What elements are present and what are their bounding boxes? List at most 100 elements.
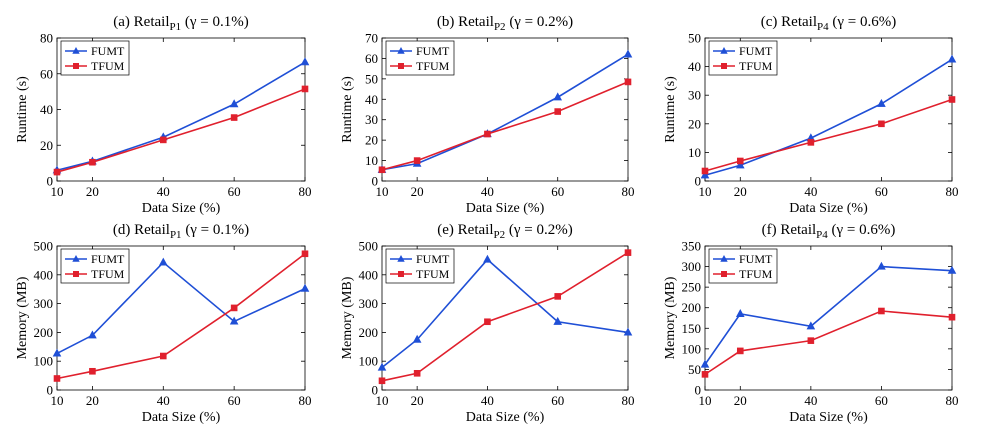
x-tick-label: 80 [299,184,312,199]
legend-marker-triangle [397,47,405,54]
y-tick-label: 60 [40,66,53,81]
chart-title-suffix: (γ = 0.1%) [181,14,249,30]
chart-panel-b: (b) RetailP2 (γ = 0.2%)10 20 40 60 800102030… [340,14,635,216]
plot-frame [704,37,953,182]
y-tick-label: 200 [359,325,379,340]
chart-title-prefix: (e) Retail [437,222,493,238]
legend-marker-square [73,63,79,69]
chart-title-suffix: (γ = 0.6%) [828,222,896,238]
x-tick-label: 20 [734,184,747,199]
x-tick-label: 10 [51,393,64,408]
series-tfum [701,96,956,175]
y-tick-label: 30 [688,88,701,103]
y-tick-label: 20 [40,138,53,153]
data-point-square [159,136,167,144]
series-tfum [378,78,632,174]
x-tick-label: 20 [411,184,424,199]
y-tick-label: 70 [365,31,378,46]
y-axis-label: Runtime (s) [340,76,355,143]
chart-title-subscript: P4 [816,229,828,241]
legend-label: FUMT [91,44,125,58]
data-point-triangle [88,330,97,339]
chart-title-prefix: (b) Retail [437,14,494,30]
data-point-triangle [947,54,957,63]
chart-title-subscript: P2 [494,21,506,33]
data-point-square [378,166,386,174]
y-tick-label: 400 [34,267,54,282]
legend-label: FUMT [739,252,773,266]
series-line [56,61,306,172]
legend-marker-triangle [720,47,728,54]
y-axis-label: Memory (MB) [340,276,355,359]
x-tick-label: 80 [622,184,635,199]
y-tick-label: 30 [365,112,378,127]
x-tick-label: 10 [699,184,712,199]
data-point-triangle [947,265,957,274]
chart-title: (e) RetailP2 (γ = 0.2%) [437,222,572,241]
x-axis-label: Data Size (%) [142,410,221,425]
data-point-square [230,304,238,312]
y-tick-label: 40 [365,92,378,107]
data-point-triangle [735,309,745,317]
series-line [704,310,953,376]
legend-marker-triangle [72,47,80,54]
chart-title: (c) RetailP4 (γ = 0.6%) [761,14,896,33]
chart-panel-a: (a) RetailP1 (γ = 0.1%) 10 20 40 60 80 0 20 40 60… [15,14,312,216]
data-point-square [554,108,562,115]
x-axis-label: Data Size (%) [142,201,221,216]
data-point-triangle [300,57,310,66]
data-point-triangle [623,49,633,58]
plot-frame [381,245,629,391]
data-point-square [301,250,309,258]
series-tfum [53,250,309,382]
y-tick-label: 250 [682,280,702,295]
chart-title-suffix: (γ = 0.2%) [505,222,573,238]
legend-label: TFUM [416,267,450,281]
y-tick-label: 60 [365,51,378,66]
y-tick-label: 40 [40,102,53,117]
y-tick-label: 0 [372,174,379,189]
chart-title-suffix: (γ = 0.6%) [829,14,897,30]
y-tick-label: 0 [372,383,379,398]
data-point-square [878,120,885,128]
data-point-triangle [229,316,239,325]
x-tick-label: 40 [481,184,494,199]
chart-title-prefix: (f) Retail [762,222,817,238]
data-point-square [807,139,815,146]
y-tick-label: 50 [688,31,701,46]
x-tick-label: 10 [376,184,389,199]
legend-marker-square [73,271,79,277]
series-fumt [700,261,957,368]
y-axis-label: Memory (MB) [663,276,678,359]
data-point-triangle [229,99,239,108]
legend-label: FUMT [416,252,450,266]
data-point-triangle [300,283,310,292]
y-tick-label: 200 [682,300,702,315]
data-point-square [413,369,421,377]
chart-title-subscript: P2 [494,229,506,241]
legend-label: TFUM [416,59,450,73]
legend-label: FUMT [91,252,125,266]
x-axis-label: Data Size (%) [466,201,545,216]
y-tick-label: 10 [688,145,701,160]
data-point-triangle [877,261,886,270]
y-tick-label: 200 [34,325,54,340]
x-axis-label: Data Size (%) [789,410,868,425]
series-fumt [52,257,310,357]
x-tick-label: 60 [228,184,241,199]
data-point-square [484,130,491,138]
data-point-square [89,158,96,166]
chart-title-subscript: P1 [170,21,182,33]
x-tick-label: 40 [804,393,817,408]
y-tick-label: 0 [47,383,54,398]
x-axis-label: Data Size (%) [789,201,868,216]
y-tick-label: 0 [695,383,702,398]
x-tick-label: 80 [946,393,959,408]
x-tick-label: 80 [299,393,312,408]
data-point-square [378,377,386,385]
legend-label: FUMT [416,44,450,58]
legend-marker-square [721,63,727,69]
data-point-triangle [553,92,563,101]
